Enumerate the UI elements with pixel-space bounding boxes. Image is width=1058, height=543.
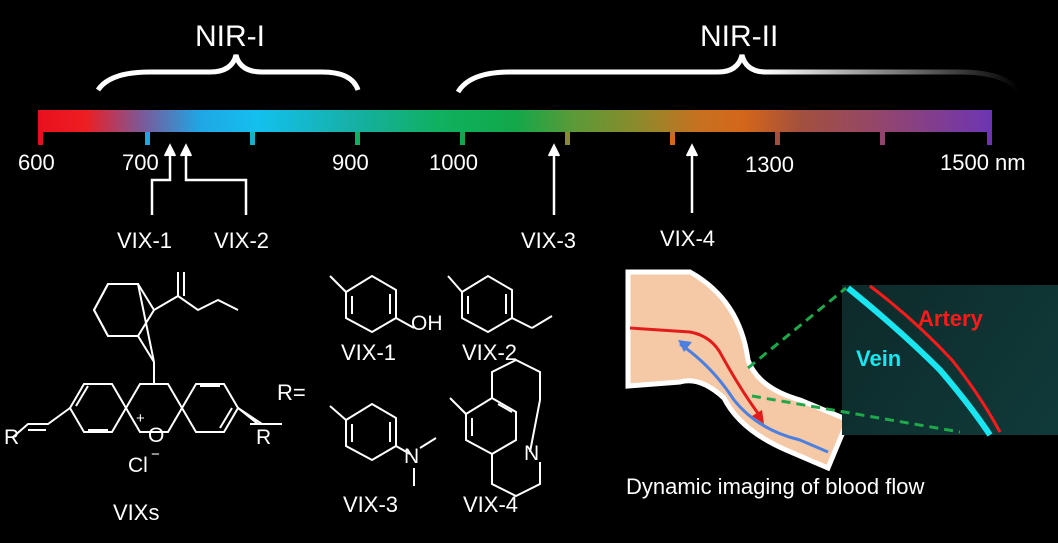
vein-arrow [678,340,692,352]
imaging-caption: Dynamic imaging of blood flow [626,474,925,499]
spectrum-ticks [38,110,992,145]
vix2-substituent [447,274,553,334]
tick-label-900: 900 [332,150,369,175]
vix3-marker-arrow [547,143,561,215]
spectrum-bar [38,110,992,132]
tick-label-600: 600 [18,150,55,175]
vix1-structure-label: VIX-1 [341,340,397,365]
tick-label-700: 700 [122,150,159,175]
nir2-bracket [455,54,1022,94]
vix2-marker-arrow [179,143,248,215]
artery-line [629,326,762,417]
r-equals-label: R= [277,380,306,405]
vix2-structure-label: VIX-2 [462,340,518,365]
vix4-marker-arrow [685,143,699,213]
nir2-label: NIR-II [700,20,779,53]
artery-label: Artery [918,306,983,331]
vix3-substituent [329,402,437,486]
vix3-marker-label: VIX-3 [521,228,577,253]
chloride-label: Cl [128,454,148,477]
vix1-marker-label: VIX-1 [117,228,173,253]
vix3-structure-label: VIX-3 [343,492,399,517]
tick-label-1300: 1300 [745,152,794,177]
oxonium-label: O [148,424,165,447]
inset-artery-vessel [869,284,1002,433]
vein-line [679,342,829,454]
zoom-guide-top [747,286,847,370]
tick-label-1000: 1000 [429,150,478,175]
inset-vein-vessel [846,285,993,437]
zoom-guide-bottom [751,394,961,434]
r-left-label: R [4,426,20,449]
vix1-marker-arrow [150,143,177,215]
vix1-substituent [329,274,415,334]
chloride-charge: − [151,446,160,463]
n-label-vix3: N [404,445,420,468]
hydroxyl-label: OH [411,312,443,335]
vix4-substituent [449,358,541,498]
vix-core-structure [11,272,282,439]
r-right-label: R [256,426,272,449]
artery-arrow [752,410,764,424]
tick-label-1500: 1500 nm [940,150,1026,175]
core-name-label: VIXs [113,500,160,525]
plus-charge: + [136,410,145,427]
vein-label: Vein [856,346,902,371]
tissue-band [625,269,852,472]
vix4-marker-label: VIX-4 [660,226,716,251]
nir1-bracket [95,54,361,92]
vix4-structure-label: VIX-4 [463,492,519,517]
vix2-marker-label: VIX-2 [214,228,270,253]
nir1-label: NIR-I [195,20,265,53]
n-label-vix4: N [524,442,540,465]
